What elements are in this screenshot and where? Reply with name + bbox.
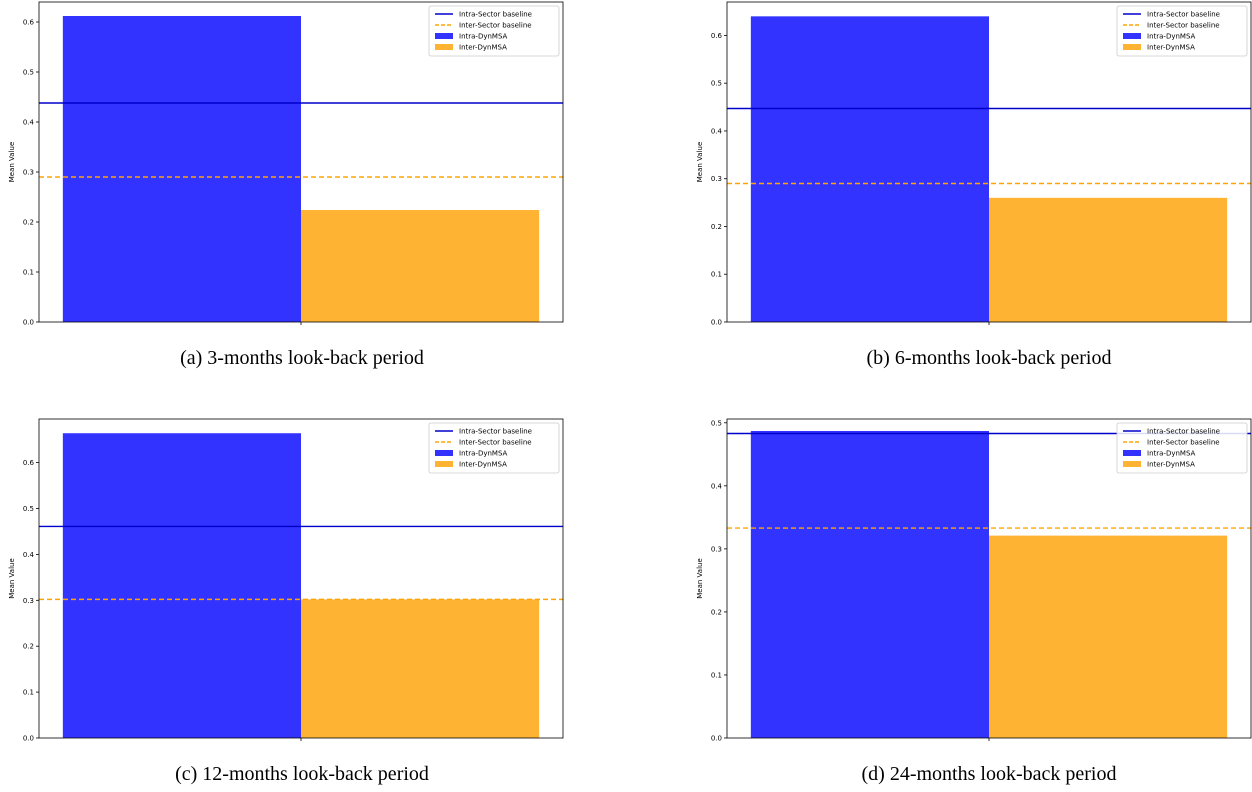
chart-svg-d: 0.0 0.1 0.2 0.3 0.4 0.5 Mean Value Intra-Sector…	[696, 418, 1252, 743]
y-tick-label-d: 0.1	[711, 671, 722, 679]
bar-inter-dynmsa-b	[989, 197, 1228, 322]
y-tick-label-a: 0.4	[23, 119, 35, 127]
legend-box-b	[1116, 5, 1248, 57]
legend-label-b: Intra-DynMSA	[1147, 33, 1196, 41]
y-tick-label-c: 0.6	[23, 459, 35, 467]
legend-label-b: Intra-Sector baseline	[1147, 11, 1220, 19]
y-tick-label-d: 0.0	[711, 735, 722, 743]
y-tick-label-b: 0.1	[711, 271, 722, 279]
legend-box-d	[1116, 422, 1248, 474]
y-tick-label-b: 0.4	[711, 127, 723, 135]
y-tick-label-c: 0.2	[23, 643, 34, 651]
legend-label-c: Inter-Sector baseline	[459, 439, 532, 447]
caption-b: (b) 6-months look-back period	[866, 347, 1112, 369]
legend-label-c: Intra-DynMSA	[459, 450, 508, 458]
y-tick-label-b: 0.5	[711, 80, 722, 88]
legend-label-b: Inter-DynMSA	[1147, 44, 1195, 52]
bar-intra-dynmsa-a	[62, 16, 302, 322]
y-tick-label-d: 0.5	[711, 419, 722, 427]
legend-patch-b	[1123, 33, 1141, 39]
bar-inter-dynmsa-a	[301, 210, 540, 322]
legend-label-a: Inter-DynMSA	[459, 44, 507, 52]
legend-box-c	[428, 422, 560, 474]
legend-label-c: Inter-DynMSA	[459, 461, 507, 469]
legend-label-b: Inter-Sector baseline	[1147, 22, 1220, 30]
legend-box-a	[428, 5, 560, 57]
legend-patch-b	[1123, 44, 1141, 50]
chart-svg-b: 0.0 0.1 0.2 0.3 0.4 0.5 0.6 Mean Value Intra-Sec…	[696, 1, 1252, 327]
legend-label-a: Inter-Sector baseline	[459, 22, 532, 30]
y-tick-label-d: 0.4	[711, 482, 723, 490]
legend-patch-a	[435, 33, 453, 39]
y-tick-label-a: 0.5	[23, 69, 34, 77]
y-axis-label-a: Mean Value	[8, 142, 16, 183]
y-tick-label-a: 0.3	[23, 169, 34, 177]
chart-svg-c: 0.0 0.1 0.2 0.3 0.4 0.5 0.6 Mean Value Intra-Sec…	[8, 418, 564, 743]
y-axis-label-d: Mean Value	[696, 558, 704, 599]
y-tick-label-c: 0.0	[23, 735, 34, 743]
legend-patch-c	[435, 450, 453, 456]
legend-patch-a	[435, 44, 453, 50]
y-tick-label-a: 0.0	[23, 319, 34, 327]
chart-svg-a: 0.0 0.1 0.2 0.3 0.4 0.5 0.6 Mean Value Intra-Sec…	[8, 1, 564, 327]
y-tick-label-b: 0.3	[711, 175, 722, 183]
legend-label-a: Intra-DynMSA	[459, 33, 508, 41]
y-tick-label-b: 0.6	[711, 32, 723, 40]
bar-inter-dynmsa-c	[301, 599, 540, 738]
y-tick-label-d: 0.3	[711, 545, 722, 553]
chart-panel-c: 0.0 0.1 0.2 0.3 0.4 0.5 0.6 Mean Value Intra-Sec…	[0, 396, 626, 792]
legend-label-d: Intra-DynMSA	[1147, 450, 1196, 458]
caption-d: (d) 24-months look-back period	[861, 763, 1117, 785]
y-tick-label-d: 0.2	[711, 608, 722, 616]
legend-patch-c	[435, 461, 453, 467]
y-tick-label-c: 0.4	[23, 551, 35, 559]
bar-intra-dynmsa-b	[750, 16, 989, 322]
y-tick-label-a: 0.2	[23, 219, 34, 227]
y-tick-label-c: 0.3	[23, 597, 34, 605]
chart-panel-a: 0.0 0.1 0.2 0.3 0.4 0.5 0.6 Mean Value Intra-Sec…	[0, 0, 626, 396]
legend-label-d: Inter-Sector baseline	[1147, 439, 1220, 447]
legend-patch-d	[1123, 461, 1141, 467]
bar-intra-dynmsa-d	[750, 430, 989, 738]
chart-panel-d: 0.0 0.1 0.2 0.3 0.4 0.5 Mean Value Intra-Sector…	[626, 396, 1252, 792]
legend-patch-d	[1123, 450, 1141, 456]
bar-inter-dynmsa-d	[989, 535, 1228, 738]
bar-intra-dynmsa-c	[62, 433, 302, 738]
y-tick-label-a: 0.1	[23, 269, 34, 277]
y-tick-label-b: 0.0	[711, 319, 722, 327]
chart-panel-b: 0.0 0.1 0.2 0.3 0.4 0.5 0.6 Mean Value Intra-Sec…	[626, 0, 1252, 396]
y-tick-label-c: 0.1	[23, 689, 34, 697]
y-tick-label-b: 0.2	[711, 223, 722, 231]
y-tick-label-a: 0.6	[23, 19, 35, 27]
legend-label-a: Intra-Sector baseline	[459, 11, 532, 19]
y-axis-label-c: Mean Value	[8, 558, 16, 599]
caption-a: (a) 3-months look-back period	[180, 347, 424, 369]
y-axis-label-b: Mean Value	[696, 142, 704, 183]
legend-label-c: Intra-Sector baseline	[459, 428, 532, 436]
legend-label-d: Inter-DynMSA	[1147, 461, 1195, 469]
caption-c: (c) 12-months look-back period	[175, 763, 429, 785]
y-tick-label-c: 0.5	[23, 505, 34, 513]
legend-label-d: Intra-Sector baseline	[1147, 428, 1220, 436]
